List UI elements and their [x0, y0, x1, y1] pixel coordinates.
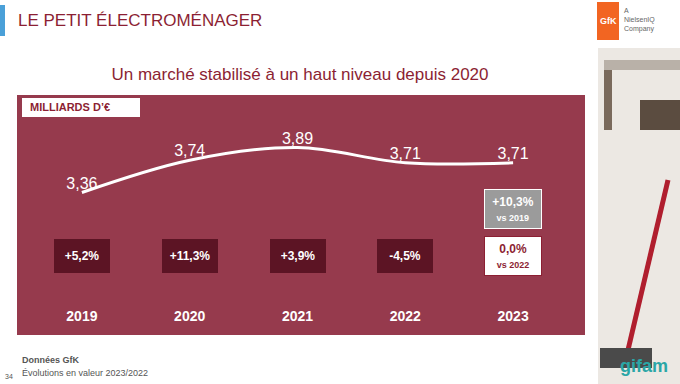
- svg-text:0,0%vs 2022: 0,0%vs 2022: [497, 242, 530, 271]
- svg-text:2023: 2023: [498, 308, 529, 324]
- svg-text:Évolutions en valeur 2023/2022: Évolutions en valeur 2023/2022: [22, 368, 148, 378]
- svg-text:Données GfK: Données GfK: [22, 355, 80, 365]
- svg-text:+10,3%vs 2019: +10,3%vs 2019: [492, 195, 533, 224]
- svg-text:-4,5%: -4,5%: [389, 249, 421, 263]
- svg-text:2019: 2019: [66, 308, 97, 324]
- svg-text:+5,2%: +5,2%: [65, 249, 100, 263]
- svg-text:3,74: 3,74: [174, 142, 205, 159]
- svg-text:ANielsenIQCompany: ANielsenIQCompany: [624, 7, 655, 33]
- svg-text:3,71: 3,71: [390, 145, 421, 162]
- svg-text:2020: 2020: [174, 308, 205, 324]
- svg-text:2022: 2022: [390, 308, 421, 324]
- svg-text:3,89: 3,89: [282, 130, 313, 147]
- svg-text:GfK: GfK: [600, 16, 617, 26]
- svg-text:gifam: gifam: [620, 356, 668, 376]
- svg-text:+3,9%: +3,9%: [281, 249, 316, 263]
- svg-text:+11,3%: +11,3%: [170, 249, 211, 263]
- svg-text:2021: 2021: [282, 308, 313, 324]
- svg-text:MILLIARDS D’€: MILLIARDS D’€: [30, 101, 110, 113]
- svg-text:3,71: 3,71: [498, 145, 529, 162]
- svg-text:LE PETIT ÉLECTROMÉNAGER: LE PETIT ÉLECTROMÉNAGER: [18, 11, 262, 30]
- svg-text:3,36: 3,36: [66, 175, 97, 192]
- svg-text:34: 34: [5, 373, 13, 380]
- svg-text:Un marché stabilisé à un haut: Un marché stabilisé à un haut niveau dep…: [111, 65, 488, 84]
